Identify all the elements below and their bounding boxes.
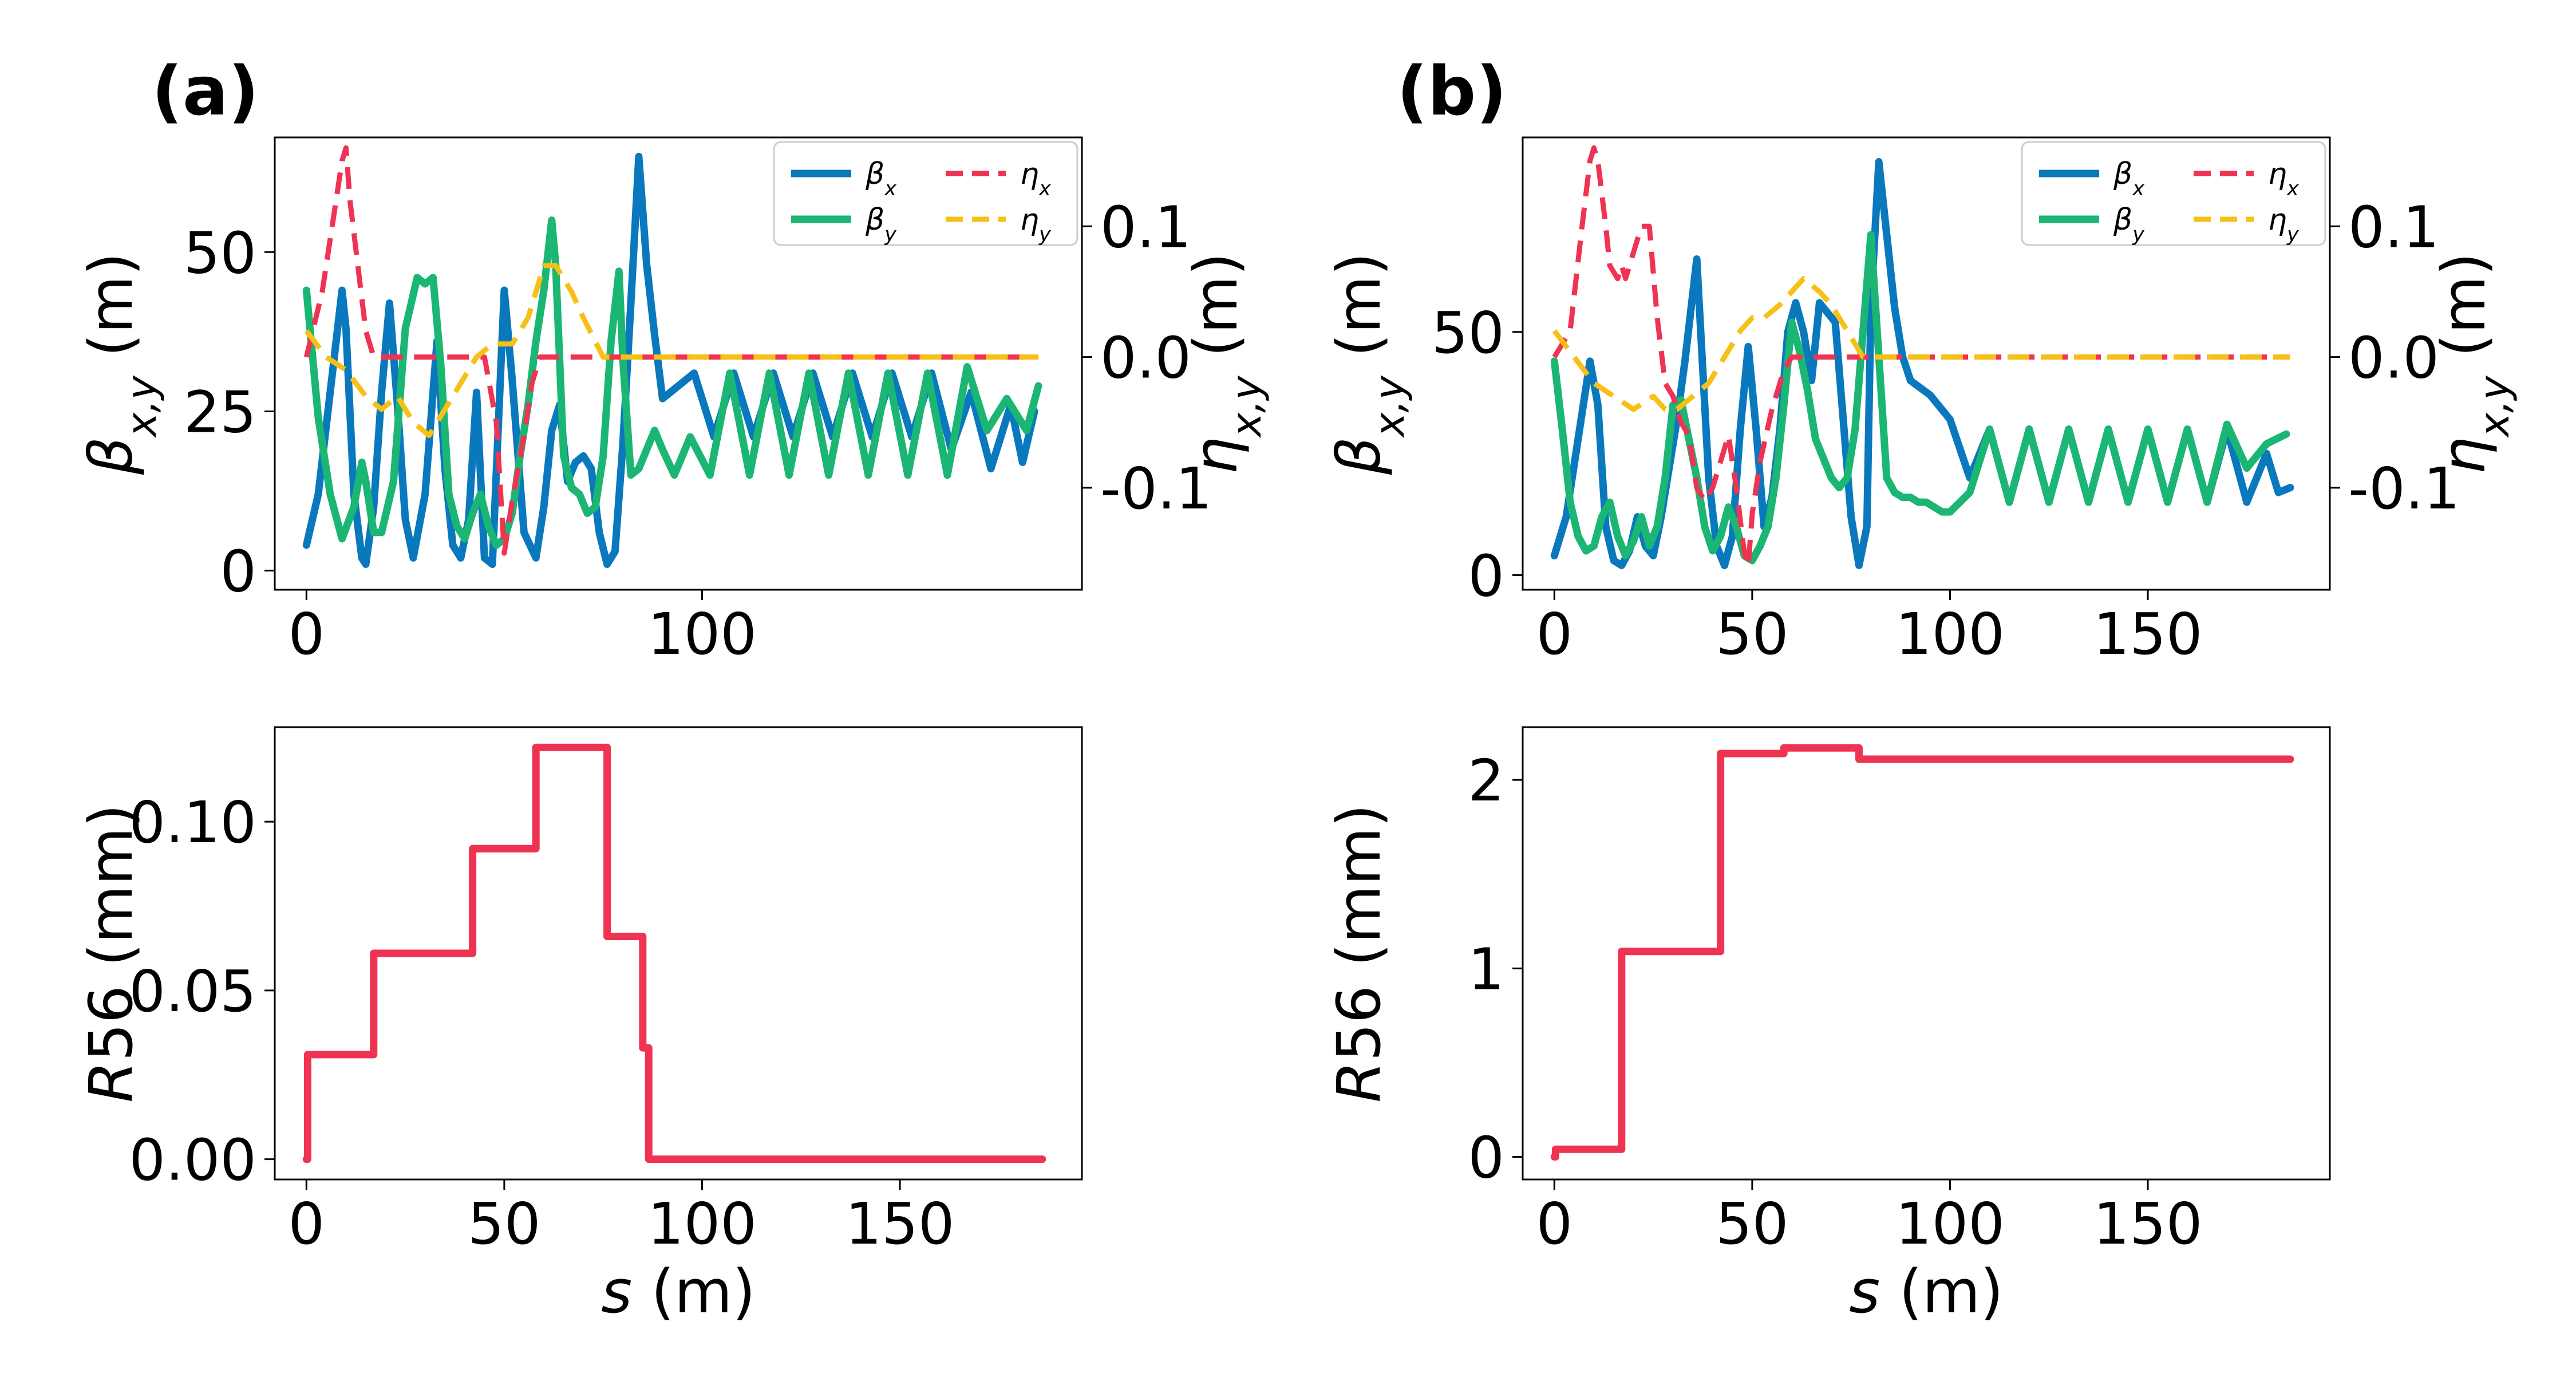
legend-label: βy [2113,203,2145,246]
y-tick-label: 0.10 [129,789,256,856]
y2-tick-label: 0.1 [2348,194,2439,261]
series-line--y [1552,276,2290,412]
legend-label: βy [865,203,897,246]
x-tick-label: 150 [846,1190,955,1257]
x-tick-label: 150 [2093,601,2203,668]
plot-frame [274,726,1083,1181]
legend-label: ηx [2268,157,2299,200]
x-tick-label: 100 [647,1190,757,1257]
x-tick-label: 0 [288,601,325,668]
y-tick-label: 25 [184,378,256,445]
series-line--y [1550,231,2290,565]
x-tick-label: 0 [1536,601,1573,668]
y-tick-label: 0 [1468,1125,1504,1191]
x-tick-label: 50 [1716,601,1788,668]
legend-label: ηy [2268,203,2300,246]
y2-axis-label: ηx,y (m) [1181,252,1270,475]
series-line--y [302,216,1042,549]
x-tick-label: 0 [1536,1190,1573,1257]
y2-tick-label: 0.0 [1100,325,1191,392]
plot-frame [1522,136,2331,591]
x-tick-label: 50 [468,1190,540,1257]
y-tick-label: 0.00 [129,1127,256,1194]
y-tick-label: 0 [1468,543,1504,610]
y-tick-label: 50 [184,219,256,286]
y-tick-label: 50 [1432,299,1504,366]
plot-frame [274,136,1083,591]
y-tick-label: 0.05 [129,958,256,1025]
series-line-r56 [302,743,1046,1163]
series-line--y [304,263,1038,439]
y-axis-label: R56 (mm) [1324,804,1394,1102]
plot-frame [1522,726,2331,1181]
panel-label-b: (b) [1397,52,1507,131]
legend-label: βx [865,157,896,200]
x-tick-label: 100 [1895,1190,2005,1257]
legend-label: ηy [1020,203,1052,246]
legend-label: βx [2113,157,2144,200]
x-axis-label: s (m) [601,1257,756,1327]
series-line--x [1552,145,2290,569]
y2-tick-label: 0.0 [2348,325,2439,392]
x-tick-label: 0 [288,1190,325,1257]
x-tick-label: 50 [1716,1190,1788,1257]
y-tick-label: 1 [1468,936,1504,1003]
y2-tick-label: 0.1 [1100,194,1191,261]
y2-axis-label: ηx,y (m) [2429,252,2518,475]
x-tick-label: 100 [1895,601,2005,668]
chart-b-top: 0 50 100 150 0 50 -0.1 0.0 0.1 βx,y (m) ηx,y (m) βx… [1324,136,2518,668]
series-line-r56 [1550,744,2294,1161]
y-axis-label: βx,y (m) [76,252,165,476]
x-tick-label: 100 [647,601,757,668]
y-tick-label: 2 [1468,747,1504,814]
x-tick-label: 150 [2093,1190,2203,1257]
y-tick-label: 0 [220,538,256,605]
x-axis-label: s (m) [1849,1257,2004,1327]
y2-tick-label: -0.1 [2348,455,2460,522]
y-axis-label: R56 (mm) [76,804,146,1102]
legend-label: ηx [1020,157,1051,200]
y-axis-label: βx,y (m) [1324,252,1413,476]
panel-label-a: (a) [152,52,259,131]
y2-tick-label: -0.1 [1100,455,1212,522]
chart-b-bottom: 0 50 100 150 0 1 2 R56 (mm) s (m) [1324,726,2331,1327]
